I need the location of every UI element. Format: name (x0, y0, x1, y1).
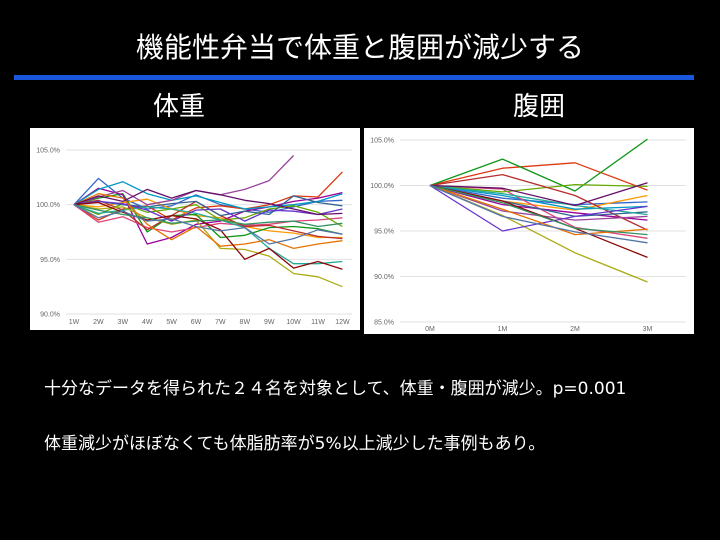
x-tick-label: 10W (286, 319, 301, 326)
x-tick-label: 1W (69, 319, 80, 326)
summary-note: 十分なデータを得られた２４名を対象として、体重・腹囲が減少。p=0.001 (44, 379, 627, 399)
series-line-19 (429, 184, 648, 244)
series-line-6 (429, 184, 648, 210)
waist-chart-panel: 85.0% 90.0% 95.0% 100.0% 105.0% 0M 1M 2M 3M (364, 128, 694, 334)
y-tick-label: 95.0% (374, 229, 394, 236)
series-line-15 (73, 193, 343, 250)
series-line-6 (73, 181, 343, 210)
series-line-9 (429, 173, 648, 231)
series-line-18 (429, 184, 648, 236)
y-tick-label: 105.0% (36, 148, 60, 155)
series-line-19 (73, 204, 343, 245)
x-tick-label: 8W (240, 319, 251, 326)
x-tick-label: 9W (264, 319, 275, 326)
y-tick-label: 90.0% (374, 274, 394, 281)
x-tick-label: 2W (93, 319, 104, 326)
x-tick-label: 0M (425, 326, 435, 333)
series-line-11 (73, 155, 295, 206)
series-line-13 (73, 204, 343, 288)
series-line-12 (429, 184, 648, 216)
series-line-2 (429, 162, 648, 191)
y-tick-label: 100.0% (370, 183, 394, 190)
title-divider (14, 75, 694, 80)
series-line-17 (429, 182, 648, 207)
series-line-5 (73, 187, 343, 245)
series-line-17 (73, 188, 343, 216)
waist-heading: 腹囲 (512, 92, 565, 122)
series-line-9 (73, 199, 343, 240)
x-tick-label: 12W (335, 319, 350, 326)
y-tick-label: 100.0% (36, 202, 60, 209)
x-tick-label: 11W (311, 319, 325, 326)
y-tick-label: 95.0% (40, 257, 60, 264)
series-line-18 (73, 204, 343, 228)
series-line-10 (73, 195, 343, 217)
body-fat-note: 体重減少がほぼなくても体脂肪率が5%以上減少した事例もあり。 (44, 434, 546, 454)
y-tick-label: 85.0% (374, 320, 394, 327)
x-tick-label: 4W (142, 319, 153, 326)
x-tick-label: 5W (166, 319, 177, 326)
weight-heading: 体重 (152, 92, 205, 122)
series-line-14 (73, 200, 343, 222)
series-line-16 (429, 184, 648, 259)
series-line-16 (73, 201, 343, 270)
series-line-7 (73, 204, 343, 233)
x-tick-label: 3W (118, 319, 129, 326)
x-tick-label: 6W (191, 319, 202, 326)
x-tick-label: 2M (570, 326, 580, 333)
slide-title: 機能性弁当で体重と腹囲が減少する (135, 31, 584, 64)
y-tick-label: 105.0% (370, 138, 394, 145)
y-tick-label: 90.0% (40, 312, 60, 319)
weight-chart: 90.0% 95.0% 100.0% 105.0% 1W 2W 3W 4W 5W 6W 7W 8W 9W… (36, 148, 352, 326)
waist-chart: 85.0% 90.0% 95.0% 100.0% 105.0% 0M 1M 2M 3M (370, 138, 686, 333)
x-tick-label: 3M (643, 326, 653, 333)
series-line-8 (429, 183, 648, 193)
series-line-8 (73, 202, 343, 228)
series-line-4 (429, 138, 648, 192)
x-tick-label: 1M (498, 326, 508, 333)
x-tick-label: 7W (215, 319, 226, 326)
weight-chart-panel: 90.0% 95.0% 100.0% 105.0% 1W 2W 3W 4W 5W 6W 7W 8W 9W… (30, 128, 360, 330)
